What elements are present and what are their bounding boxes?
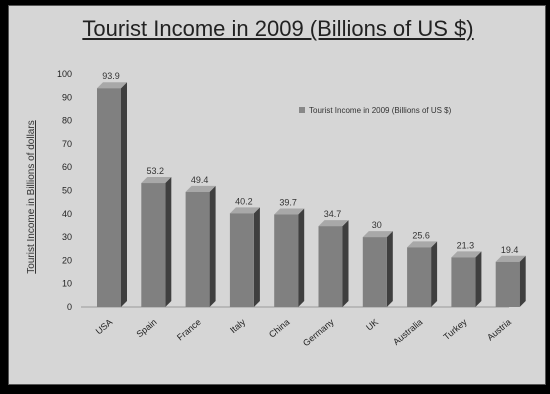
- category-label: UK: [364, 317, 380, 333]
- category-label: France: [175, 317, 203, 343]
- bar-side: [386, 231, 393, 307]
- legend-label: Tourist Income in 2009 (Billions of US $…: [309, 106, 452, 115]
- bar: [229, 213, 254, 307]
- y-tick-label: 0: [67, 302, 72, 312]
- category-label: Spain: [135, 317, 159, 339]
- bar-side: [165, 177, 172, 307]
- bar-top: [495, 255, 526, 262]
- bar: [495, 261, 520, 307]
- bar-side: [298, 208, 305, 307]
- chart-title: Tourist Income in 2009 (Billions of US $…: [82, 16, 474, 41]
- bar-top: [229, 207, 260, 214]
- y-tick-label: 30: [62, 232, 72, 242]
- bar-side: [342, 220, 349, 307]
- bar-top: [274, 208, 305, 215]
- y-tick-label: 70: [62, 139, 72, 149]
- bar: [141, 183, 166, 307]
- bar: [274, 214, 299, 307]
- data-label: 40.2: [235, 196, 253, 206]
- bar-side: [121, 82, 127, 307]
- chart-frame: Tourist Income in 2009 (Billions of US $…: [8, 5, 546, 385]
- y-tick-label: 80: [62, 116, 72, 126]
- category-label: USA: [94, 317, 115, 337]
- y-tick-label: 90: [62, 92, 72, 102]
- bar: [407, 247, 432, 307]
- bar-side: [475, 251, 482, 307]
- category-label: China: [267, 317, 291, 340]
- y-tick-label: 50: [62, 186, 72, 196]
- data-label: 30: [372, 220, 382, 230]
- category-label: Turkey: [441, 317, 469, 342]
- category-label: Austria: [485, 317, 513, 343]
- y-tick-label: 40: [62, 209, 72, 219]
- bar-side: [431, 241, 438, 307]
- bar: [318, 226, 343, 307]
- bar-top: [451, 251, 482, 258]
- bar-top: [185, 185, 216, 192]
- bar: [97, 88, 121, 307]
- bar-side: [519, 255, 526, 307]
- data-label: 49.4: [191, 175, 209, 185]
- y-tick-label: 60: [62, 162, 72, 172]
- category-label: Italy: [228, 317, 247, 336]
- data-label: 39.7: [279, 197, 297, 207]
- data-label: 25.6: [412, 230, 430, 240]
- category-label: Germany: [301, 317, 336, 349]
- category-label: Australia: [391, 317, 424, 347]
- legend-swatch: [299, 107, 305, 113]
- bar: [362, 237, 387, 307]
- data-label: 93.9: [102, 71, 120, 81]
- bar-top: [97, 82, 127, 89]
- y-tick-label: 10: [62, 279, 72, 289]
- bar-top: [362, 231, 393, 238]
- bar-chart: 0 10 20 30 40 50 60 70 80 90 100 93.9 53.2 49.4 40.2 3…: [57, 69, 526, 349]
- bar-top: [318, 220, 349, 227]
- y-tick-label: 100: [57, 69, 72, 79]
- bar-top: [141, 177, 172, 184]
- data-label: 21.3: [457, 240, 475, 250]
- bar-top: [407, 241, 438, 248]
- bar-side: [209, 185, 216, 307]
- bar: [451, 257, 476, 307]
- data-label: 53.2: [147, 166, 165, 176]
- bar-side: [253, 207, 260, 307]
- y-tick-label: 20: [62, 255, 72, 265]
- data-label: 34.7: [324, 209, 342, 219]
- bar: [185, 191, 210, 307]
- data-label: 19.4: [501, 245, 519, 255]
